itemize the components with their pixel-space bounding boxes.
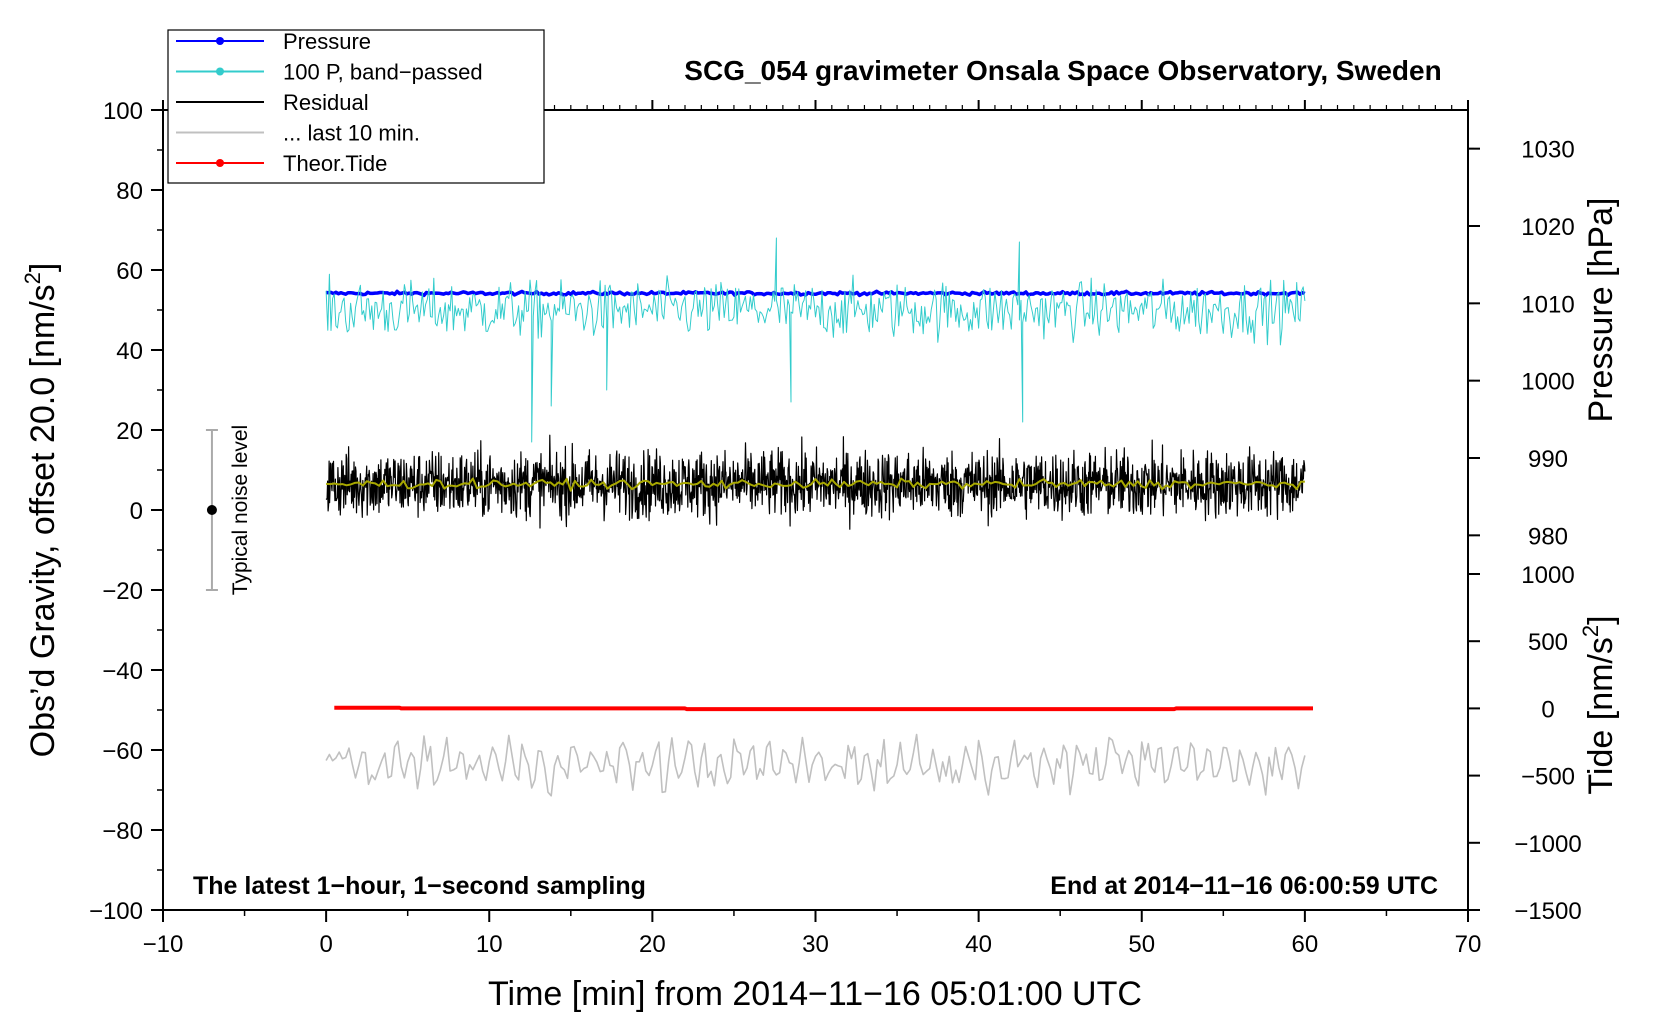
bottom-right-annotation: End at 2014−11−16 06:00:59 UTC	[1050, 872, 1438, 900]
x-tick-label: −10	[143, 931, 184, 958]
x-axis-title: Time [min] from 2014−11−16 05:01:00 UTC	[488, 975, 1142, 1013]
series-residual	[325, 434, 1306, 530]
legend-marker	[216, 159, 224, 167]
y-tick-label: 60	[116, 258, 143, 285]
legend-marker	[216, 67, 224, 76]
legend-label: Pressure	[283, 29, 371, 54]
y-tick-label: −60	[102, 738, 143, 765]
x-tick-label: 60	[1292, 931, 1319, 958]
tide-tick-label: 500	[1528, 629, 1568, 656]
legend-label: ... last 10 min.	[283, 121, 420, 146]
y-axis-title-main: Obs’d Gravity, offset 20.0 [nm/s	[24, 284, 62, 757]
y-tick-label: 0	[130, 498, 143, 525]
pressure-tick-label: 1010	[1521, 291, 1574, 318]
tide-tick-label: −1500	[1514, 898, 1581, 925]
x-tick-label: 70	[1455, 931, 1482, 958]
y-axis-title-end: ]	[24, 263, 62, 272]
tide-tick-label: 1000	[1521, 562, 1574, 589]
tide-tick-label: 0	[1541, 696, 1554, 723]
y-tick-label: −100	[89, 898, 143, 925]
x-tick-label: 50	[1128, 931, 1155, 958]
pressure-tick-label: 1030	[1521, 137, 1574, 164]
y-tick-label: −40	[102, 658, 143, 685]
series-layer	[325, 237, 1313, 797]
legend-label: 100 P, band−passed	[283, 60, 483, 85]
tide-tick-label: −500	[1521, 764, 1575, 791]
x-tick-label: 40	[965, 931, 992, 958]
pressure-tick-label: 980	[1528, 523, 1568, 550]
series-theor-tide	[334, 705, 1313, 712]
pressure-axis-title: Pressure [hPa]	[1582, 198, 1620, 423]
y-tick-label: 40	[116, 338, 143, 365]
tide-axis-title-superscript: 2	[1578, 625, 1603, 637]
y-axis-title-superscript: 2	[20, 272, 45, 284]
legend: Pressure 100 P, band−passed Residual ... la…	[167, 29, 545, 184]
legend-rows: Pressure 100 P, band−passed Residual ... la…	[176, 29, 483, 176]
legend-label: Residual	[283, 90, 369, 115]
x-tick-label: 20	[639, 931, 666, 958]
tide-axis-title: Tide [nm/s2]	[1578, 615, 1620, 794]
x-tick-label: 30	[802, 931, 829, 958]
y-tick-label: −20	[102, 578, 143, 605]
bottom-left-annotation: The latest 1−hour, 1−second sampling	[193, 872, 646, 900]
y-tick-label: −80	[102, 818, 143, 845]
series-100-p-band-passed	[325, 237, 1306, 443]
y-axis-title: Obs’d Gravity, offset 20.0 [nm/s2]	[20, 263, 62, 758]
tide-axis-title-end: ]	[1582, 615, 1620, 624]
y-tick-label: 80	[116, 178, 143, 205]
pressure-tick-label: 1020	[1521, 214, 1574, 241]
legend-marker	[216, 37, 224, 45]
noise-level-label: Typical noise level	[229, 425, 252, 595]
series-residual-smoothed	[326, 477, 1305, 492]
x-tick-label: 10	[476, 931, 503, 958]
noise-level-indicator: Typical noise level	[205, 425, 252, 595]
legend-box	[167, 29, 545, 184]
tide-axis-title-main: Tide [nm/s	[1582, 637, 1620, 794]
chart-title: SCG_054 gravimeter Onsala Space Observat…	[684, 55, 1441, 86]
noise-level-dot	[206, 505, 217, 515]
series-last-10-min	[325, 733, 1306, 797]
y-tick-label: 20	[116, 418, 143, 445]
pressure-tick-label: 990	[1528, 446, 1568, 473]
pressure-tick-label: 1000	[1521, 369, 1574, 396]
x-tick-label: 0	[319, 931, 332, 958]
tide-tick-label: −1000	[1514, 831, 1581, 858]
y-tick-label: 100	[103, 98, 143, 125]
ticks-layer: −10 0 10 20 30 40 50 60 70−100−80−60−40−20020406…	[89, 98, 1582, 958]
series-pressure	[325, 289, 1306, 298]
legend-label: Theor.Tide	[283, 151, 387, 176]
